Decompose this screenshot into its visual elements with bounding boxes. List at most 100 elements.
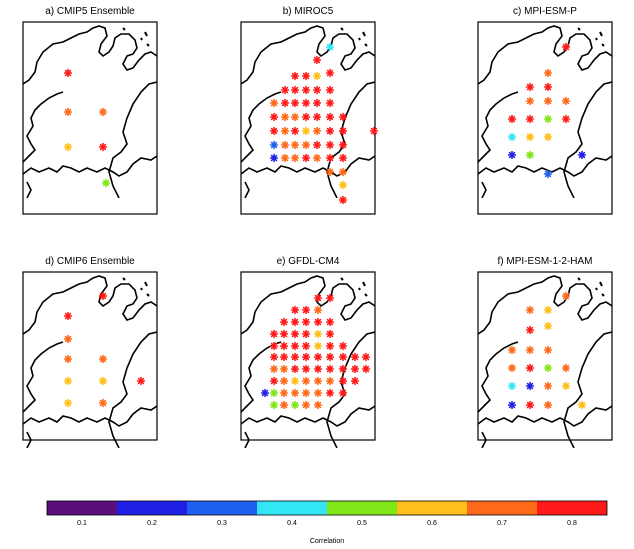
marker (350, 376, 360, 386)
marker (338, 126, 348, 136)
marker (507, 345, 517, 355)
marker (63, 68, 73, 78)
marker (290, 153, 300, 163)
marker (269, 352, 279, 362)
marker (313, 329, 323, 339)
marker (312, 126, 322, 136)
marker (290, 388, 300, 398)
marker (338, 341, 348, 351)
marker (279, 352, 289, 362)
panel-title: c) MPI-ESM-P (513, 6, 577, 17)
marker (301, 71, 311, 81)
marker (279, 364, 289, 374)
marker (280, 112, 290, 122)
marker (325, 341, 335, 351)
marker (279, 341, 289, 351)
marker (63, 354, 73, 364)
marker (313, 317, 323, 327)
marker (312, 112, 322, 122)
marker (312, 98, 322, 108)
marker (525, 114, 535, 124)
marker (561, 363, 571, 373)
marker (98, 291, 108, 301)
marker (301, 305, 311, 315)
marker (543, 114, 553, 124)
map-panel: d) CMIP6 Ensemble (22, 256, 158, 448)
marker (325, 388, 335, 398)
panel-frame (22, 271, 158, 441)
marker (313, 364, 323, 374)
marker (313, 388, 323, 398)
marker (338, 112, 348, 122)
marker (63, 376, 73, 386)
marker (290, 112, 300, 122)
colorbar-title: Correlation (310, 538, 344, 545)
marker (325, 85, 335, 95)
marker (290, 71, 300, 81)
colorbar-tick-label: 0.5 (357, 520, 367, 527)
marker (63, 107, 73, 117)
colorbar-tick-label: 0.2 (147, 520, 157, 527)
colorbar-segment (537, 501, 607, 515)
coastline (241, 275, 375, 448)
panel-frame (240, 271, 376, 441)
marker (98, 398, 108, 408)
marker (301, 400, 311, 410)
marker (338, 195, 348, 205)
marker (269, 388, 279, 398)
marker (301, 98, 311, 108)
marker (543, 169, 553, 179)
colorbar-segment (467, 501, 537, 515)
marker (507, 114, 517, 124)
marker (525, 363, 535, 373)
coastline (23, 25, 157, 198)
coastline (478, 25, 612, 198)
panel-title: d) CMIP6 Ensemble (45, 256, 135, 267)
marker (290, 341, 300, 351)
marker (543, 68, 553, 78)
marker (98, 354, 108, 364)
marker (577, 150, 587, 160)
marker (338, 364, 348, 374)
marker (325, 376, 335, 386)
coastline (23, 275, 157, 448)
marker (301, 140, 311, 150)
colorbar-segment (117, 501, 187, 515)
colorbar-tick-label: 0.1 (77, 520, 87, 527)
marker (290, 400, 300, 410)
marker (269, 376, 279, 386)
marker (312, 55, 322, 65)
marker (290, 317, 300, 327)
marker (279, 329, 289, 339)
marker (260, 388, 270, 398)
marker (290, 305, 300, 315)
marker (269, 112, 279, 122)
marker (525, 400, 535, 410)
marker (543, 363, 553, 373)
marker (63, 142, 73, 152)
marker (369, 126, 379, 136)
marker (525, 82, 535, 92)
marker (280, 153, 290, 163)
marker (269, 126, 279, 136)
colorbar-tick-label: 0.3 (217, 520, 227, 527)
marker (279, 376, 289, 386)
marker (269, 329, 279, 339)
marker (325, 98, 335, 108)
marker (525, 325, 535, 335)
marker (269, 364, 279, 374)
marker (525, 150, 535, 160)
marker (338, 140, 348, 150)
panel-frame (477, 271, 613, 441)
marker (543, 381, 553, 391)
marker (280, 85, 290, 95)
marker (301, 112, 311, 122)
marker (507, 381, 517, 391)
marker (525, 96, 535, 106)
marker (338, 388, 348, 398)
marker (325, 68, 335, 78)
colorbar-frame (46, 500, 608, 516)
marker (301, 153, 311, 163)
marker (577, 400, 587, 410)
